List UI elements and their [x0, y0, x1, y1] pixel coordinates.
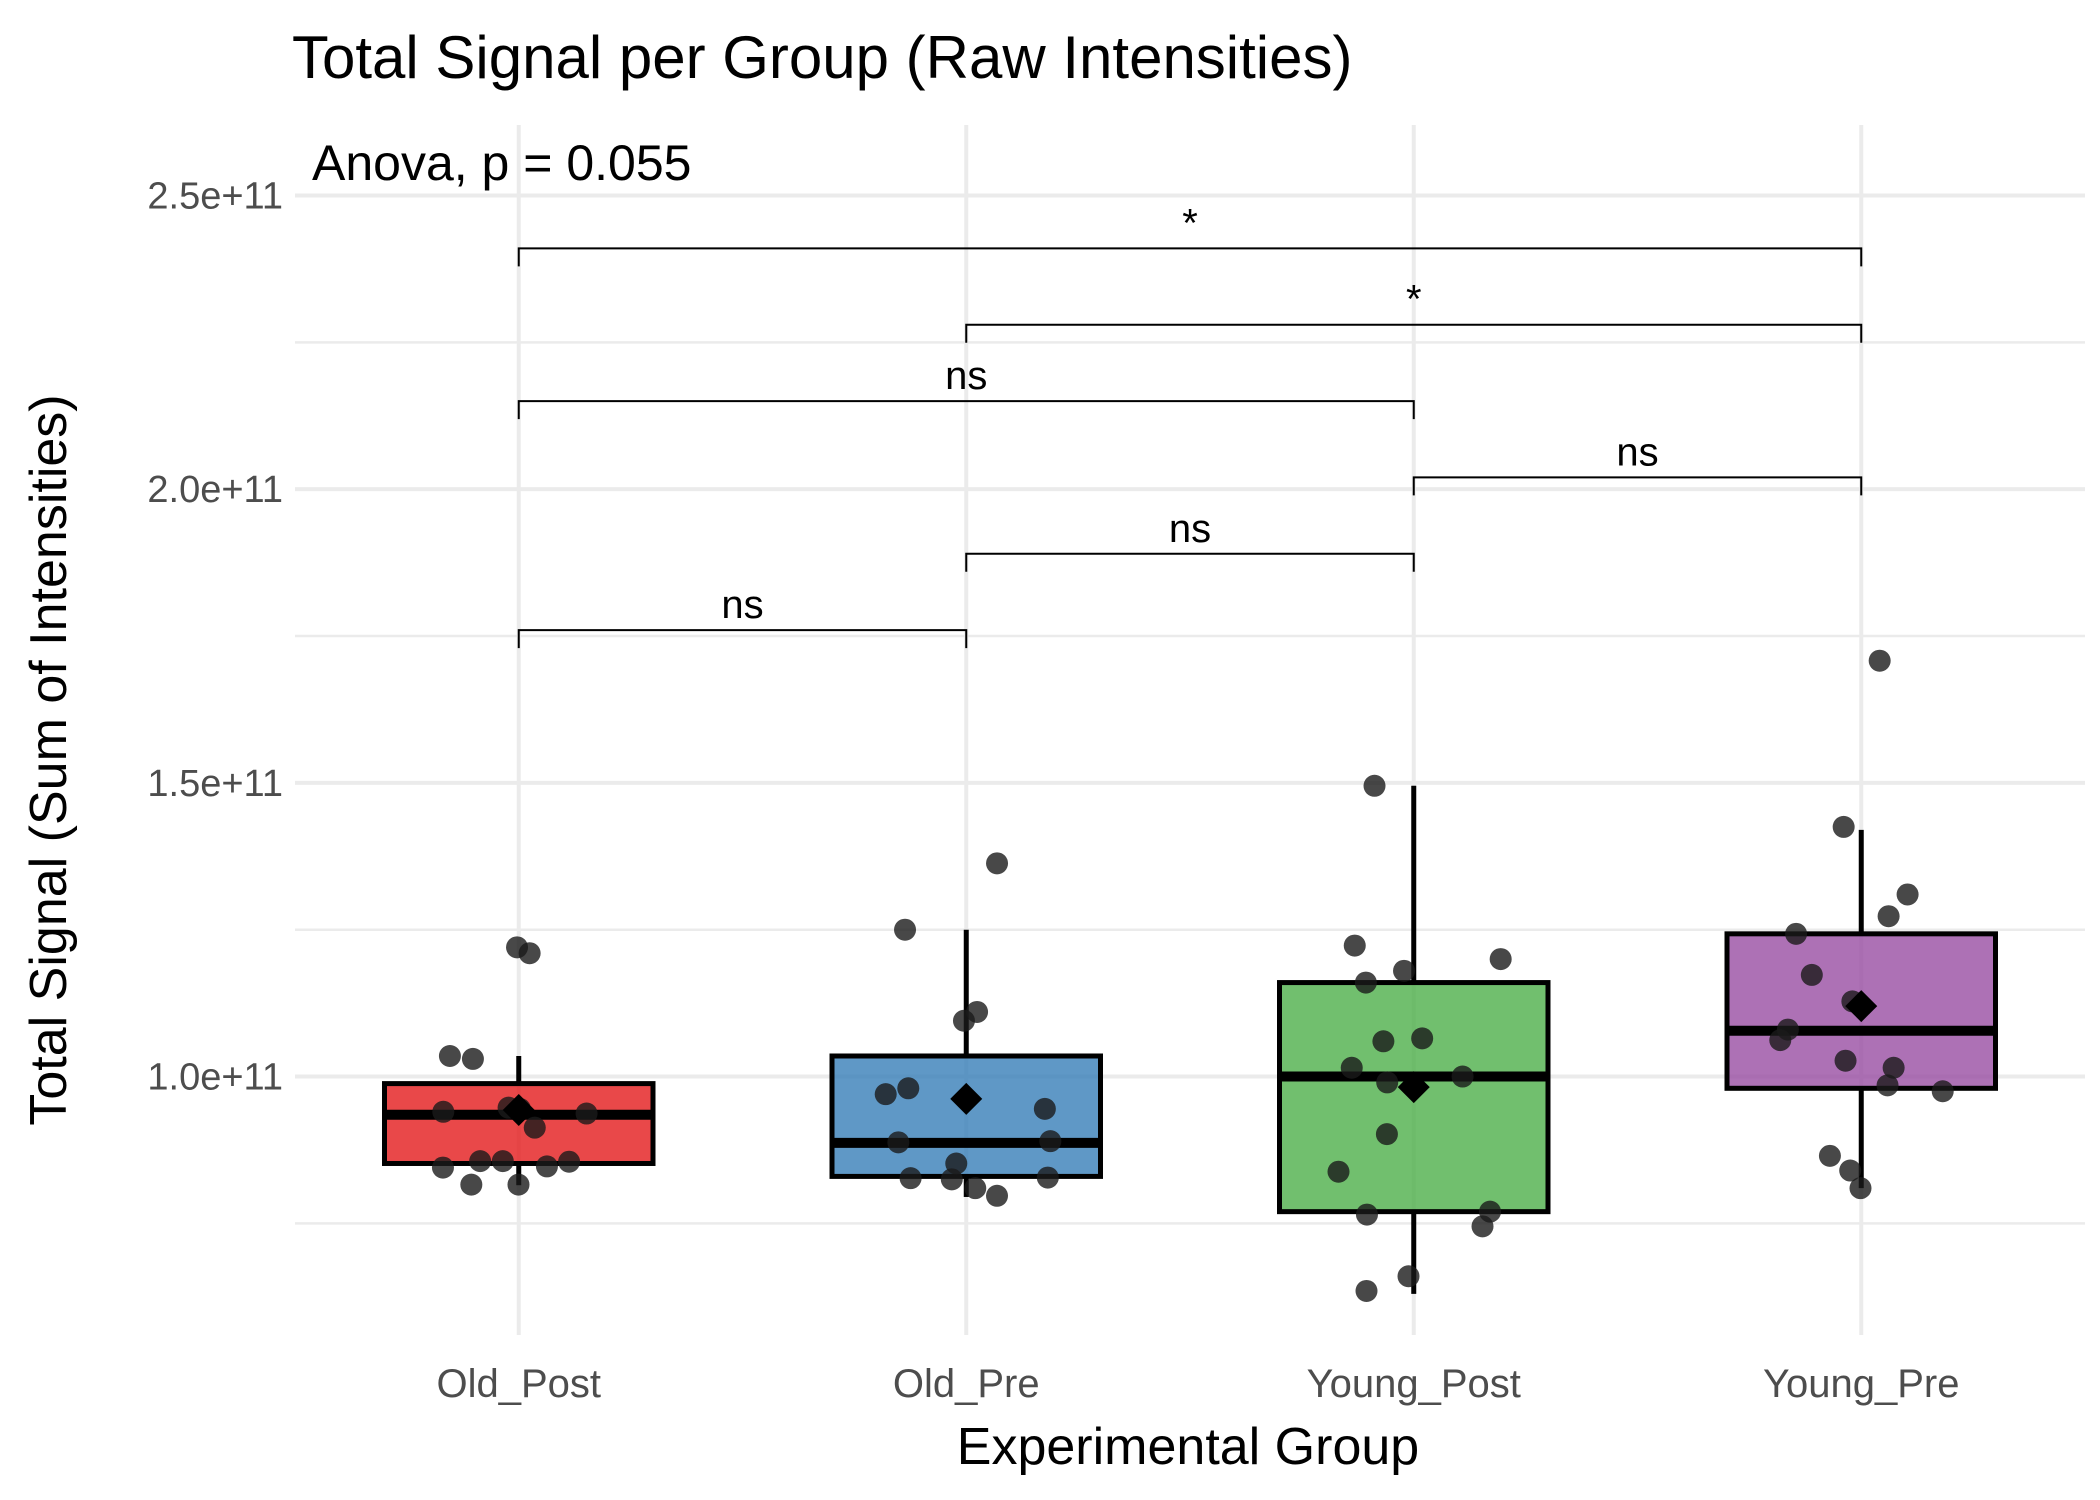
data-point	[1411, 1027, 1434, 1050]
data-point	[986, 852, 1009, 875]
data-point	[887, 1131, 910, 1154]
data-point	[431, 1156, 454, 1179]
y-axis-title: Total Signal (Sum of Intensities)	[20, 394, 78, 1125]
data-point	[461, 1047, 484, 1070]
comparison-bracket	[517, 629, 968, 649]
x-axis-ticks: Old_Post Old_Pre Young_Post Young_Pre	[436, 1362, 1959, 1406]
data-point	[1397, 1265, 1420, 1288]
anova-annotation: Anova, p = 0.055	[312, 135, 691, 191]
x-tick-label: Old_Post	[436, 1362, 601, 1406]
data-point	[1036, 1166, 1059, 1189]
significance-label: *	[1406, 278, 1422, 322]
significance-label: ns	[1169, 507, 1211, 551]
data-point	[1868, 649, 1891, 672]
data-point	[432, 1100, 455, 1123]
data-point	[940, 1168, 963, 1191]
data-point	[1033, 1097, 1056, 1120]
y-axis-ticks: 1.0e+11 1.5e+11 2.0e+11 2.5e+11	[147, 175, 283, 1098]
data-point	[1376, 1071, 1399, 1094]
data-point	[1363, 774, 1386, 797]
data-point	[1800, 963, 1823, 986]
data-point	[1354, 971, 1377, 994]
data-point	[1834, 1049, 1857, 1072]
data-point	[1375, 1123, 1398, 1146]
data-point	[894, 918, 917, 941]
data-point	[1839, 1159, 1862, 1182]
x-axis-title: Experimental Group	[957, 1418, 1419, 1476]
box-old-pre	[829, 1053, 1103, 1179]
significance-label: ns	[721, 583, 763, 627]
comparison-bracket	[965, 323, 1863, 343]
data-point	[964, 1177, 987, 1200]
data-point	[952, 1009, 975, 1032]
data-point	[523, 1116, 546, 1139]
data-point	[1832, 815, 1855, 838]
significance-label: ns	[945, 354, 987, 398]
data-point	[1818, 1144, 1841, 1167]
data-point	[1931, 1080, 1954, 1103]
data-point	[1451, 1065, 1474, 1088]
mean-marker	[502, 1094, 535, 1127]
data-point	[575, 1102, 598, 1125]
mean-marker	[1845, 990, 1878, 1023]
y-tick-label: 1.0e+11	[147, 1057, 283, 1099]
data-point	[1355, 1203, 1378, 1226]
data-point	[1849, 1177, 1872, 1200]
x-tick-label: Young_Post	[1307, 1362, 1521, 1406]
data-point	[491, 1150, 514, 1173]
data-point	[1327, 1160, 1350, 1183]
data-point	[874, 1083, 897, 1106]
data-point	[1896, 883, 1919, 906]
data-point	[518, 942, 541, 965]
data-point	[1343, 934, 1366, 957]
data-point	[1039, 1130, 1062, 1153]
data-point	[1877, 905, 1900, 928]
significance-label: ns	[1616, 430, 1658, 474]
mean-marker	[950, 1082, 983, 1115]
comparison-bracket	[517, 247, 1863, 267]
boxes	[382, 785, 1998, 1294]
comparison-bracket	[1412, 476, 1863, 496]
data-point	[460, 1173, 483, 1196]
significance-label: *	[1182, 201, 1198, 245]
data-points	[431, 649, 1954, 1302]
y-tick-label: 2.0e+11	[147, 469, 283, 511]
data-point	[1355, 1279, 1378, 1302]
significance-brackets: ns ns ns ns * *	[517, 201, 1863, 649]
data-point	[1882, 1056, 1905, 1079]
data-point	[535, 1155, 558, 1178]
data-point	[1489, 948, 1512, 971]
data-point	[1471, 1215, 1494, 1238]
x-tick-label: Young_Pre	[1763, 1362, 1959, 1406]
comparison-bracket	[965, 552, 1415, 572]
data-point	[558, 1150, 581, 1173]
data-point	[897, 1077, 920, 1100]
chart-title: Total Signal per Group (Raw Intensities)	[292, 24, 1353, 91]
data-point	[1372, 1030, 1395, 1053]
data-point	[469, 1150, 492, 1173]
data-point	[899, 1167, 922, 1190]
x-tick-label: Old_Pre	[893, 1362, 1040, 1406]
data-point	[438, 1044, 461, 1067]
data-point	[507, 1173, 530, 1196]
comparison-bracket	[517, 400, 1415, 420]
data-point	[1876, 1074, 1899, 1097]
y-tick-label: 2.5e+11	[147, 175, 283, 217]
y-tick-label: 1.5e+11	[147, 763, 283, 805]
data-point	[1785, 922, 1808, 945]
data-point	[1393, 959, 1416, 982]
data-point	[1769, 1029, 1792, 1052]
data-point	[1340, 1056, 1363, 1079]
mean-markers	[502, 990, 1878, 1127]
mean-marker	[1397, 1071, 1430, 1104]
data-point	[986, 1184, 1009, 1207]
